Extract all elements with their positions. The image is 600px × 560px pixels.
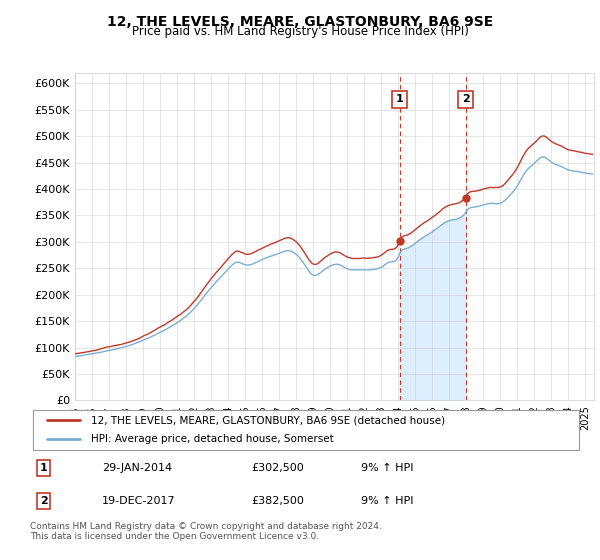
Text: 9% ↑ HPI: 9% ↑ HPI [361, 463, 414, 473]
Text: HPI: Average price, detached house, Somerset: HPI: Average price, detached house, Some… [91, 435, 334, 445]
Text: 29-JAN-2014: 29-JAN-2014 [102, 463, 172, 473]
Text: Price paid vs. HM Land Registry's House Price Index (HPI): Price paid vs. HM Land Registry's House … [131, 25, 469, 38]
Text: 9% ↑ HPI: 9% ↑ HPI [361, 496, 414, 506]
Text: 12, THE LEVELS, MEARE, GLASTONBURY, BA6 9SE: 12, THE LEVELS, MEARE, GLASTONBURY, BA6 … [107, 15, 493, 29]
Text: 2: 2 [462, 94, 470, 104]
Text: 1: 1 [40, 463, 47, 473]
Text: Contains HM Land Registry data © Crown copyright and database right 2024.
This d: Contains HM Land Registry data © Crown c… [30, 522, 382, 542]
Text: £302,500: £302,500 [251, 463, 304, 473]
Text: 12, THE LEVELS, MEARE, GLASTONBURY, BA6 9SE (detached house): 12, THE LEVELS, MEARE, GLASTONBURY, BA6 … [91, 415, 445, 425]
Text: £382,500: £382,500 [251, 496, 304, 506]
Text: 19-DEC-2017: 19-DEC-2017 [102, 496, 175, 506]
Text: 1: 1 [396, 94, 404, 104]
FancyBboxPatch shape [33, 410, 579, 450]
Text: 2: 2 [40, 496, 47, 506]
